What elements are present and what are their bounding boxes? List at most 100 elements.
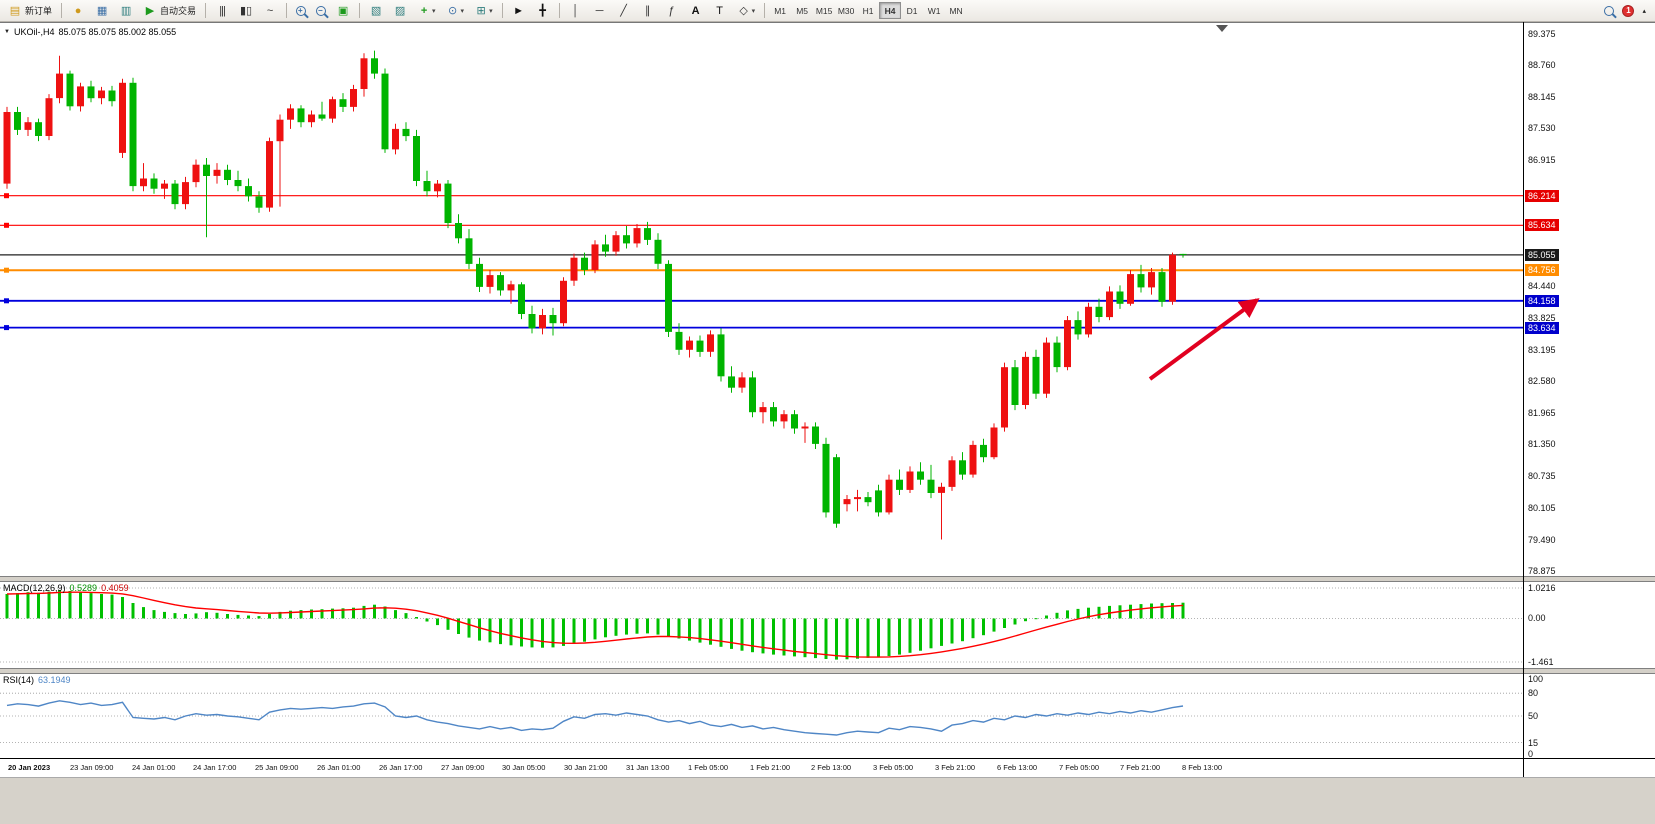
templates-button[interactable]: ⊞ ▾ bbox=[469, 2, 498, 20]
zoom-in-button[interactable]: + bbox=[291, 2, 311, 20]
timeframe-h4-button[interactable]: H4 bbox=[879, 2, 902, 19]
price-badge: 84.756 bbox=[1525, 264, 1559, 276]
layout-b-button[interactable]: ▨ bbox=[388, 2, 412, 20]
line-handle[interactable] bbox=[4, 267, 9, 273]
timeframe-w1-button[interactable]: W1 bbox=[927, 5, 941, 16]
new-chart-icon: ▦ bbox=[96, 4, 108, 17]
price-axis[interactable]: 89.375 88.760 88.145 87.530 86.915 84.440 83.8… bbox=[1524, 23, 1655, 576]
price-axis-label: 79.490 bbox=[1528, 535, 1556, 545]
rsi-label: RSI(14) 63.1949 bbox=[3, 675, 71, 685]
price-axis-label: 88.145 bbox=[1528, 92, 1556, 102]
horizontal-line-tool-button[interactable]: ─ bbox=[588, 2, 612, 20]
profiles-icon: ▥ bbox=[120, 4, 132, 17]
time-axis-label: 3 Feb 21:00 bbox=[935, 763, 976, 772]
profiles-button[interactable]: ▥ bbox=[114, 2, 138, 20]
bar-chart-button[interactable]: ||| bbox=[210, 2, 234, 20]
channel-icon: ∥ bbox=[644, 4, 651, 17]
price-axis-label: 82.580 bbox=[1528, 376, 1556, 386]
new-order-button[interactable]: ▤ 新订单 bbox=[3, 2, 57, 20]
gold-button[interactable]: ● bbox=[66, 2, 90, 20]
toolbar-expand-icon[interactable]: ▴ bbox=[1642, 7, 1646, 15]
rsi-axis-label: 15 bbox=[1528, 738, 1539, 748]
price-axis-label: 84.440 bbox=[1528, 281, 1556, 291]
timeframe-d1-button[interactable]: D1 bbox=[906, 5, 918, 16]
macd-axis-label: 0.00 bbox=[1528, 613, 1546, 623]
crosshair-tool-button[interactable]: ╋ bbox=[531, 2, 555, 20]
candlestick-chart-button[interactable]: ▮▯ bbox=[234, 2, 258, 20]
time-axis-label: 1 Feb 21:00 bbox=[750, 763, 791, 772]
main-toolbar: ▤ 新订单 ● ▦ ▥ ▶ 自动交易 ||| ▮▯ ~ + − ▣ ▧ ▨ + … bbox=[0, 0, 1655, 22]
price-badge: 84.158 bbox=[1525, 295, 1559, 307]
chevron-down-icon: ▾ bbox=[489, 7, 493, 15]
channel-tool-button[interactable]: ∥ bbox=[636, 2, 660, 20]
bar-chart-icon: ||| bbox=[219, 4, 226, 17]
line-handle[interactable] bbox=[4, 222, 9, 228]
timeframe-m15-button[interactable]: M15 bbox=[815, 5, 833, 16]
label-tool-icon: T bbox=[716, 4, 723, 17]
axis-separator-line bbox=[1523, 22, 1524, 777]
rsi-axis-label: 50 bbox=[1528, 711, 1539, 721]
cursor-icon: ► bbox=[513, 4, 525, 17]
macd-axis[interactable]: 1.0216 0.00 -1.461 bbox=[1524, 582, 1655, 668]
macd-canvas[interactable]: MACD(12,26,9) 0.5289 0.4059 bbox=[0, 582, 1523, 668]
rsi-axis-label: 0 bbox=[1528, 749, 1534, 759]
macd-axis-label: 1.0216 bbox=[1528, 583, 1556, 593]
chevron-down-icon: ▾ bbox=[460, 7, 465, 15]
main-chart-panel: ▼ UKOil-,H4 85.075 85.075 85.002 85.055 … bbox=[0, 22, 1655, 576]
trendline-tool-button[interactable]: ╱ bbox=[612, 2, 636, 20]
rsi-axis-label: 100 bbox=[1528, 674, 1544, 684]
rsi-canvas[interactable]: RSI(14) 63.1949 bbox=[0, 674, 1523, 758]
tile-windows-button[interactable]: ▣ bbox=[331, 2, 355, 20]
auto-trading-button[interactable]: ▶ 自动交易 bbox=[138, 2, 201, 20]
timeframe-m30-button[interactable]: M30 bbox=[837, 5, 855, 16]
crosshair-icon: ╋ bbox=[539, 4, 546, 17]
panel-splitter[interactable] bbox=[0, 668, 1655, 674]
timeframe-m1-button[interactable]: M1 bbox=[774, 5, 786, 16]
price-badge: 85.055 bbox=[1525, 249, 1559, 261]
chart-canvas[interactable]: ▼ UKOil-,H4 85.075 85.075 85.002 85.055 bbox=[0, 23, 1523, 576]
new-chart-button[interactable]: ▦ bbox=[90, 2, 114, 20]
time-axis-label: 7 Feb 05:00 bbox=[1059, 763, 1100, 772]
layout-a-button[interactable]: ▧ bbox=[364, 2, 388, 20]
time-axis-label: 24 Jan 17:00 bbox=[193, 763, 237, 772]
time-axis-label: 7 Feb 21:00 bbox=[1120, 763, 1161, 772]
line-handle[interactable] bbox=[4, 193, 9, 199]
time-axis-label: 24 Jan 01:00 bbox=[132, 763, 176, 772]
price-axis-label: 83.825 bbox=[1528, 313, 1556, 323]
time-axis-label: 6 Feb 13:00 bbox=[997, 763, 1038, 772]
time-axis-label: 27 Jan 09:00 bbox=[441, 763, 485, 772]
chart-symbol-period: UKOil-,H4 bbox=[13, 27, 55, 37]
timeframe-mn-button[interactable]: MN bbox=[949, 5, 963, 16]
chart-shift-marker[interactable] bbox=[1216, 25, 1228, 32]
periods-button[interactable]: ⊙ ▾ bbox=[441, 2, 470, 20]
line-handle[interactable] bbox=[4, 298, 9, 304]
toolbar-separator bbox=[205, 3, 207, 18]
price-axis-label: 81.350 bbox=[1528, 439, 1556, 449]
label-tool-button[interactable]: T bbox=[708, 2, 732, 20]
cursor-tool-button[interactable]: ► bbox=[507, 2, 531, 20]
toolbar-separator bbox=[61, 3, 63, 18]
line-handle[interactable] bbox=[4, 325, 9, 331]
auto-trading-label: 自动交易 bbox=[160, 6, 197, 16]
text-tool-button[interactable]: A bbox=[684, 2, 708, 20]
shapes-tool-button[interactable]: ◇ ▾ bbox=[732, 2, 761, 20]
rsi-axis[interactable]: 100 80 50 15 0 bbox=[1524, 674, 1655, 759]
notification-badge[interactable]: 1 bbox=[1622, 4, 1635, 17]
chevron-down-icon: ▾ bbox=[432, 7, 436, 15]
zoom-out-button[interactable]: − bbox=[311, 2, 331, 20]
macd-signal-value: 0.4059 bbox=[101, 583, 129, 593]
timeframe-m5-button[interactable]: M5 bbox=[796, 5, 808, 16]
line-chart-button[interactable]: ~ bbox=[258, 2, 282, 20]
macd-name: MACD(12,26,9) bbox=[3, 583, 66, 593]
gold-icon: ● bbox=[74, 4, 82, 17]
time-axis[interactable]: 20 Jan 2023 23 Jan 09:00 24 Jan 01:00 24 Ja… bbox=[0, 758, 1655, 777]
arrow-annotation[interactable] bbox=[1148, 298, 1260, 381]
vertical-line-tool-button[interactable]: │ bbox=[564, 2, 588, 20]
indicators-button[interactable]: + ▾ bbox=[412, 2, 441, 20]
panel-splitter[interactable] bbox=[0, 576, 1655, 582]
time-axis-label: 25 Jan 09:00 bbox=[255, 763, 299, 772]
fibonacci-tool-button[interactable]: ƒ bbox=[660, 2, 684, 20]
timeframe-h1-button[interactable]: H1 bbox=[862, 5, 874, 16]
search-icon[interactable] bbox=[1604, 5, 1615, 16]
collapse-triangle-icon[interactable]: ▼ bbox=[4, 29, 10, 35]
